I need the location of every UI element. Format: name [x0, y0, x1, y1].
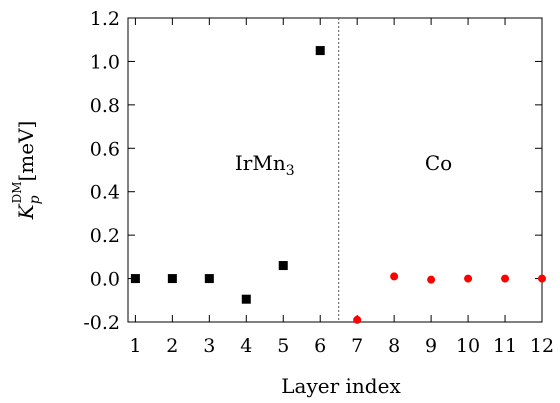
data-point-circle: [427, 275, 436, 284]
data-point-circle: [501, 274, 510, 283]
y-tick-label: 0.0: [90, 269, 120, 291]
y-label-sup: DM: [10, 182, 24, 204]
x-tick-label: 10: [456, 335, 480, 357]
y-label-main: K: [14, 203, 38, 220]
region-label-irmn3: IrMn3: [235, 151, 295, 179]
y-tick-label: 0.8: [90, 95, 120, 117]
y-tick-label: 1.0: [90, 51, 120, 73]
x-tick-label: 12: [530, 335, 554, 357]
data-point-circle: [390, 272, 399, 281]
y-tick-label: -0.2: [83, 312, 120, 334]
x-tick-label: 7: [351, 335, 363, 357]
y-tick-label: 0.4: [90, 182, 120, 204]
x-tick-label: 4: [240, 335, 252, 357]
data-point-square: [315, 46, 325, 56]
y-axis-label: KpDM[meV]: [10, 121, 43, 221]
data-point-circle: [538, 274, 546, 283]
y-tick-label: 0.6: [90, 138, 120, 160]
x-tick-label: 8: [388, 335, 400, 357]
region-label-co: Co: [425, 151, 452, 175]
svg-text:KpDM[meV]: KpDM[meV]: [10, 121, 43, 221]
x-tick-label: 2: [166, 335, 178, 357]
x-tick-label: 5: [277, 335, 289, 357]
data-point-square: [278, 261, 288, 271]
x-axis-label: Layer index: [281, 374, 401, 398]
data-point-square: [204, 274, 214, 284]
data-point-square: [130, 274, 140, 284]
data-point-circle: [353, 315, 362, 324]
data-point-square: [167, 274, 177, 284]
data-point-circle: [464, 274, 473, 283]
y-tick-label: 0.2: [90, 225, 120, 247]
plot-frame: [127, 17, 543, 323]
x-tick-label: 6: [314, 335, 326, 357]
data-point-square: [241, 294, 251, 304]
x-tick-label: 3: [203, 335, 215, 357]
y-tick-label: 1.2: [90, 8, 120, 30]
y-label-unit: [meV]: [14, 121, 38, 182]
x-tick-label: 11: [493, 335, 517, 357]
x-tick-label: 9: [425, 335, 437, 357]
y-label-sub: p: [27, 195, 43, 204]
x-tick-label: 1: [129, 335, 141, 357]
